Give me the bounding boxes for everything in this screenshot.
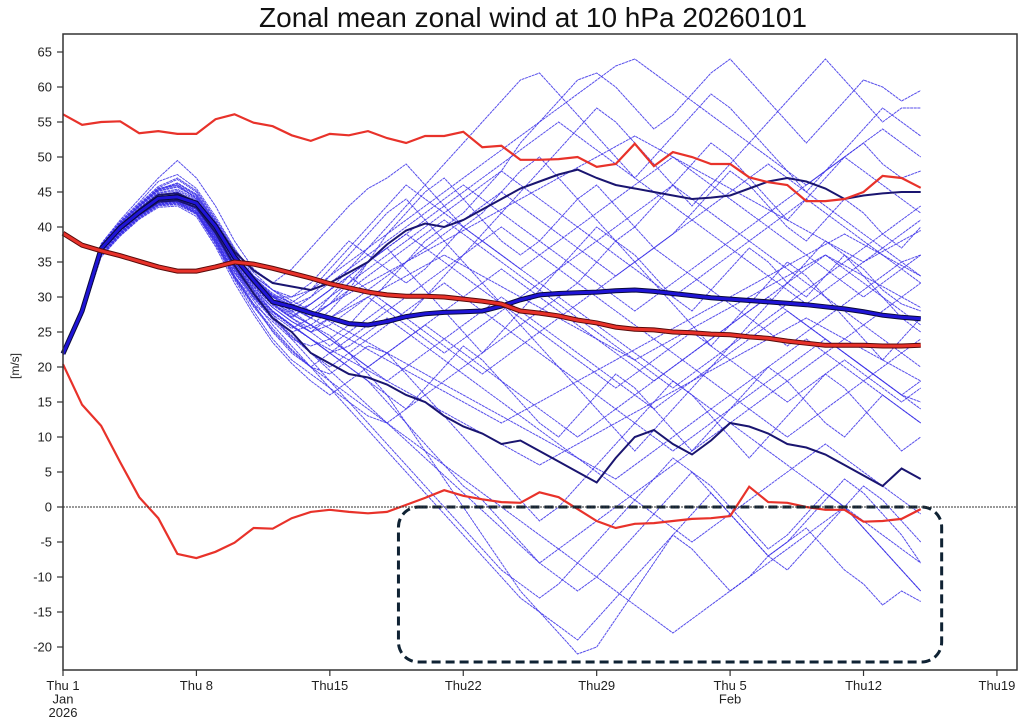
y-tick-label: 65 bbox=[38, 45, 52, 60]
x-tick-label: Jan bbox=[53, 692, 74, 707]
y-tick-label: -10 bbox=[33, 570, 52, 585]
climatology-max-line bbox=[62, 113, 922, 203]
x-tick-label: Thu15 bbox=[311, 678, 348, 693]
ensemble-member-line-22 bbox=[62, 194, 921, 354]
chart-title: Zonal mean zonal wind at 10 hPa 20260101 bbox=[259, 2, 807, 33]
highlight-box bbox=[396, 505, 944, 664]
ensemble-member-line-34 bbox=[62, 199, 921, 466]
y-tick-label: 55 bbox=[38, 115, 52, 130]
ensemble-member-line-26 bbox=[62, 200, 921, 564]
y-tick-label: -20 bbox=[33, 640, 52, 655]
y-tick-label: 25 bbox=[38, 325, 52, 340]
y-axis-label: [m/s] bbox=[8, 353, 22, 379]
ensemble-member-line-7 bbox=[62, 142, 921, 354]
y-tick-label: 20 bbox=[38, 360, 52, 375]
y-tick-label: 45 bbox=[38, 185, 52, 200]
ensemble-member-line-10 bbox=[62, 204, 922, 599]
climatology-lines bbox=[62, 113, 922, 560]
x-tick-label: Thu 5 bbox=[713, 678, 746, 693]
climatology-mean-outline bbox=[61, 231, 921, 349]
climatology-min-line bbox=[62, 363, 922, 560]
y-tick-label: 10 bbox=[38, 430, 52, 445]
y-tick-label: 5 bbox=[45, 465, 52, 480]
ensemble-member-line-31 bbox=[62, 203, 922, 634]
ensemble-member-line-13 bbox=[62, 194, 921, 452]
ensemble-member-line-12 bbox=[62, 197, 921, 403]
y-tick-label: -15 bbox=[33, 605, 52, 620]
y-tick-label: -5 bbox=[40, 535, 52, 550]
y-tick-label: 60 bbox=[38, 80, 52, 95]
ensemble-mean-line bbox=[61, 195, 921, 355]
plot-frame bbox=[62, 33, 1018, 671]
axes: -20 -15 -10 -5 0 5 10 15 20 25 30 35 40 45 50 55 60 65 Thu… bbox=[33, 33, 1018, 720]
x-tick-label: Thu12 bbox=[845, 678, 882, 693]
ensemble-member-line-29 bbox=[62, 156, 921, 354]
x-tick-label: Thu29 bbox=[578, 678, 615, 693]
ensemble-mean-outline bbox=[60, 194, 921, 355]
y-tick-label: 0 bbox=[45, 500, 52, 515]
y-tick-label: 40 bbox=[38, 220, 52, 235]
ensemble-member-line-19 bbox=[62, 202, 921, 438]
y-tick-label: 50 bbox=[38, 150, 52, 165]
ensemble-member-line-4 bbox=[62, 173, 921, 655]
x-tick-label: Feb bbox=[719, 692, 741, 707]
ensemble-member-line-38 bbox=[62, 121, 921, 354]
y-tick-label: 35 bbox=[38, 255, 52, 270]
x-tick-label: 2026 bbox=[49, 705, 78, 720]
y-tick-label: 15 bbox=[38, 395, 52, 410]
highlighted-member-line-lower bbox=[62, 199, 922, 488]
x-tick-label: Thu22 bbox=[445, 678, 482, 693]
ensemble-members bbox=[62, 58, 922, 655]
ensemble-member-line-36 bbox=[62, 201, 921, 452]
climatology-mean-line bbox=[62, 232, 921, 348]
y-tick-label: 30 bbox=[38, 290, 52, 305]
ensemble-mean-layer bbox=[60, 194, 921, 355]
highlight-box-layer bbox=[396, 505, 944, 664]
ensemble-member-line-2 bbox=[62, 184, 922, 592]
ensemble-member-line-11 bbox=[62, 72, 921, 354]
ensemble-member-line-20 bbox=[62, 58, 921, 354]
ensemble-member-line-32 bbox=[62, 156, 921, 354]
ensemble-member-line-14 bbox=[62, 201, 922, 641]
x-tick-label: Thu 1 bbox=[46, 678, 79, 693]
x-tick-label: Thu 8 bbox=[180, 678, 213, 693]
ensemble-member-line-27 bbox=[62, 191, 921, 389]
x-tick-label: Thu19 bbox=[979, 678, 1016, 693]
ensemble-member-line-28 bbox=[62, 199, 921, 424]
ensemble-member-line-23 bbox=[62, 205, 921, 438]
ensemble-member-line-8 bbox=[62, 201, 921, 522]
